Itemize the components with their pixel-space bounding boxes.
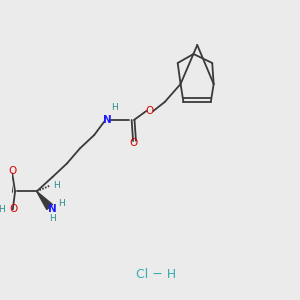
Text: N: N bbox=[103, 115, 112, 125]
Text: N: N bbox=[48, 203, 57, 214]
Polygon shape bbox=[37, 191, 52, 210]
Text: H: H bbox=[53, 181, 60, 190]
Text: H: H bbox=[0, 205, 4, 214]
Text: Cl − H: Cl − H bbox=[136, 268, 176, 281]
Text: O: O bbox=[129, 137, 137, 148]
Text: O: O bbox=[146, 106, 154, 116]
Text: O: O bbox=[8, 166, 16, 176]
Text: H: H bbox=[111, 103, 118, 112]
Text: H: H bbox=[49, 214, 56, 223]
Text: H: H bbox=[58, 200, 65, 208]
Text: O: O bbox=[10, 204, 18, 214]
